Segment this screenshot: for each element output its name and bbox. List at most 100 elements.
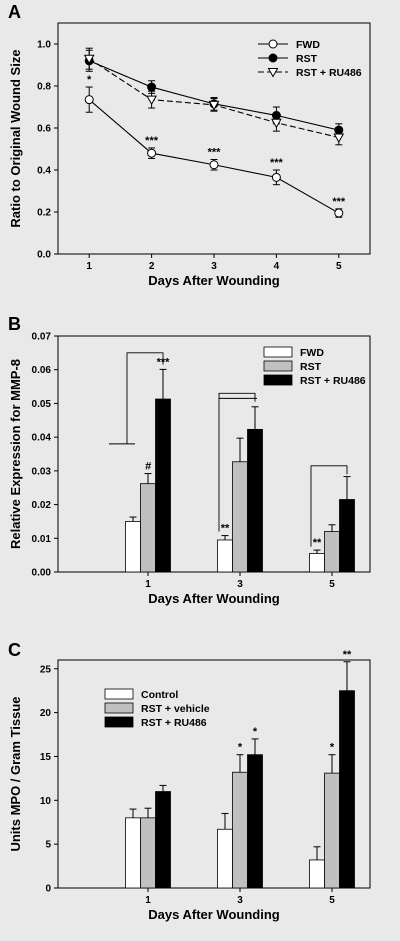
panel-b-bar [339,499,355,573]
panel-a-y-tick-label: 0.8 [37,82,51,93]
panel-c-bar [140,817,156,889]
panel-a-legend-label: RST + RU486 [296,67,362,79]
panel-c-x-axis-title: Days After Wounding [148,907,280,922]
panel-b-comparison-bracket [218,392,256,532]
panel-c-bar [155,791,171,889]
panel-b-x-tick-label: 1 [145,579,151,590]
panel-a-y-tick-label: 1.0 [37,40,51,51]
panel-b-x-tick-label: 5 [329,579,335,590]
panel-b-significance-label: # [145,461,152,473]
panel-a-legend-marker [267,68,279,78]
panel-a-significance-label: *** [332,196,346,208]
panel-c-y-tick-label: 25 [40,664,52,675]
panel-b-y-tick-label: 0.00 [32,568,52,579]
panel-b-bar [217,539,233,573]
panel-c-x-tick-label: 5 [329,895,335,906]
panel-a-y-tick-label: 0.2 [37,208,51,219]
panel-b-bar [309,553,325,573]
panel-b-y-tick-label: 0.07 [32,332,52,343]
panel-b-comparison-bracket [126,352,164,444]
panel-c-bar [125,817,141,889]
panel-b-plot-frame [57,335,371,573]
panel-b-bar [125,521,141,573]
panel-a-y-tick-label: 0.4 [37,166,51,177]
panel-b-bar [155,398,171,573]
panel-a-x-tick-label: 2 [149,261,155,272]
panel-c-y-axis-title: Units MPO / Gram Tissue [8,696,23,851]
panel-b-significance-label: ** [221,523,230,535]
panel-c-significance-label: ** [343,649,352,661]
panel-c-bar [232,771,248,889]
panel-c-y-tick-label: 5 [45,840,51,851]
panel-a-significance-label: *** [208,147,222,159]
panel-b-bar [324,531,340,573]
panel-a-point [208,100,220,111]
panel-a-point [271,172,281,182]
panel-b-bar [232,461,248,573]
panel-a-point [271,118,282,129]
panel-b-y-tick-label: 0.05 [32,399,52,410]
panel-c-legend-swatch [104,688,134,700]
panel-c-x-tick-label: 3 [237,895,243,906]
panel-a-point [209,160,219,170]
panel-c-y-tick-label: 10 [40,796,52,807]
panel-b-x-axis-title: Days After Wounding [148,591,280,606]
panel-a-point [333,133,345,143]
panel-c-significance-label: * [253,726,258,738]
panel-c-bar [247,754,263,889]
panel-a-panel-letter: A [8,2,21,22]
panel-c-x-tick-label: 1 [145,895,151,906]
panel-b-y-tick-label: 0.02 [32,500,52,511]
panel-a-y-axis-title: Ratio to Original Wound Size [8,49,23,227]
panel-b-legend-label: RST [300,361,322,373]
panel-c-significance-label: * [330,742,335,754]
panel-c-bar [339,690,355,889]
panel-a-significance-label: *** [145,135,159,147]
panel-b-y-tick-label: 0.03 [32,466,52,477]
panel-b-bar [140,483,156,573]
panel-a-x-tick-label: 4 [274,261,280,272]
panel-a-point [146,95,157,106]
panel-c-y-tick-label: 0 [45,884,51,895]
panel-c-y-tick-label: 15 [40,752,52,763]
panel-b-y-axis-title: Relative Expression for MMP-8 [8,359,23,549]
panel-a-legend-label: FWD [296,39,320,51]
panel-b-legend-label: RST + RU486 [300,375,366,387]
panel-a-x-axis-title: Days After Wounding [148,273,280,288]
panel-a-point [334,208,344,218]
panel-a-significance-label: *** [270,157,284,169]
panel-b-legend-swatch [263,360,293,372]
panel-c-legend-label: RST + RU486 [141,717,207,729]
panel-a-y-tick-label: 0.0 [37,250,51,261]
panel-c-bar [217,828,233,889]
panel-c-legend-swatch [104,716,134,728]
panel-c-legend-label: RST + vehicle [141,703,210,715]
panel-b-y-tick-label: 0.01 [32,534,52,545]
panel-a-legend-label: RST [296,53,318,65]
panel-b-legend-swatch [263,346,293,358]
panel-b-bar [247,428,263,573]
panel-a-x-tick-label: 5 [336,261,342,272]
panel-a-point [147,148,157,158]
panel-b-x-tick-label: 3 [237,579,243,590]
panel-c-panel-letter: C [8,640,21,660]
panel-a-significance-label: * [87,74,92,86]
panel-c-legend-swatch [104,702,134,714]
panel-c-bar [324,772,340,889]
panel-b-legend-swatch [263,374,293,386]
panel-a-legend-marker [268,53,278,63]
panel-a-y-tick-label: 0.6 [37,124,51,135]
panel-a-point [84,95,94,105]
panel-a-plot-frame [57,22,371,255]
panel-c-plot-frame [57,659,371,889]
panel-a-point [83,54,95,65]
panel-c-bar [309,859,325,889]
panel-a-x-tick-label: 1 [86,261,92,272]
panel-c-significance-label: * [238,742,243,754]
panel-b-panel-letter: B [8,314,21,334]
panel-b-y-tick-label: 0.06 [32,365,52,376]
panel-b-legend-label: FWD [300,347,324,359]
panel-b-significance-label: ** [313,537,322,549]
panel-b-y-tick-label: 0.04 [32,433,52,444]
panel-a-x-tick-label: 3 [211,261,217,272]
